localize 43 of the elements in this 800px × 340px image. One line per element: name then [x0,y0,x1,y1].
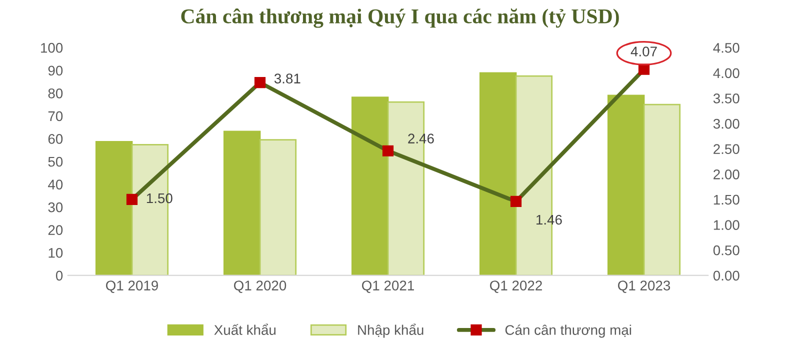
legend-label: Nhập khẩu [358,324,424,338]
bar [479,72,517,276]
bar [95,140,133,276]
y2-tick-label: 4.50 [713,42,740,53]
y-tick-label: 30 [48,202,63,212]
x-tick-label: Q1 2021 [362,280,414,293]
x-tick-label: Q1 2019 [106,280,158,293]
y-tick-label: 80 [48,88,63,98]
y2-tick-label: 1.00 [714,220,740,230]
y2-tick-label: 0.00 [713,270,740,281]
y2-tick-label: 4.00 [713,68,740,78]
point [382,145,394,156]
data-label: 4.07 [630,46,657,56]
x-tick-label: Q1 2023 [618,280,670,293]
y-tick-label: 40 [48,180,63,190]
bar [643,104,681,276]
data-label: 3.81 [274,74,300,84]
y-tick-label: 70 [48,111,63,122]
y-tick-label: 100 [41,42,63,53]
bar [259,139,297,276]
bar [351,96,389,276]
x-tick-label: Q1 2022 [490,280,542,293]
bar [223,130,261,276]
point [510,196,522,208]
y-tick-label: 20 [48,225,63,236]
y2-tick-label: 2.50 [714,144,740,154]
legend-label: Cán cân thương mại [505,324,632,338]
y-tick-label: 50 [48,156,63,167]
legend-label: Xuất khẩu [214,324,276,335]
y-tick-label: 0 [56,270,63,281]
point [126,194,138,206]
y2-tick-label: 0.50 [713,245,740,256]
x-tick-label: Q1 2020 [234,280,286,293]
y-tick-label: 10 [48,248,63,258]
y-tick-label: 60 [48,134,63,144]
y2-tick-label: 3.00 [713,118,740,129]
point [254,76,266,88]
y2-tick-label: 1.50 [714,194,740,205]
bar [607,94,645,276]
chart-title: Cán cân thương mại Quý I qua các năm (tỷ USD) [181,8,619,28]
y2-tick-label: 2.00 [714,169,740,180]
y2-tick-label: 3.50 [713,94,740,104]
y-tick-label: 90 [48,66,63,76]
